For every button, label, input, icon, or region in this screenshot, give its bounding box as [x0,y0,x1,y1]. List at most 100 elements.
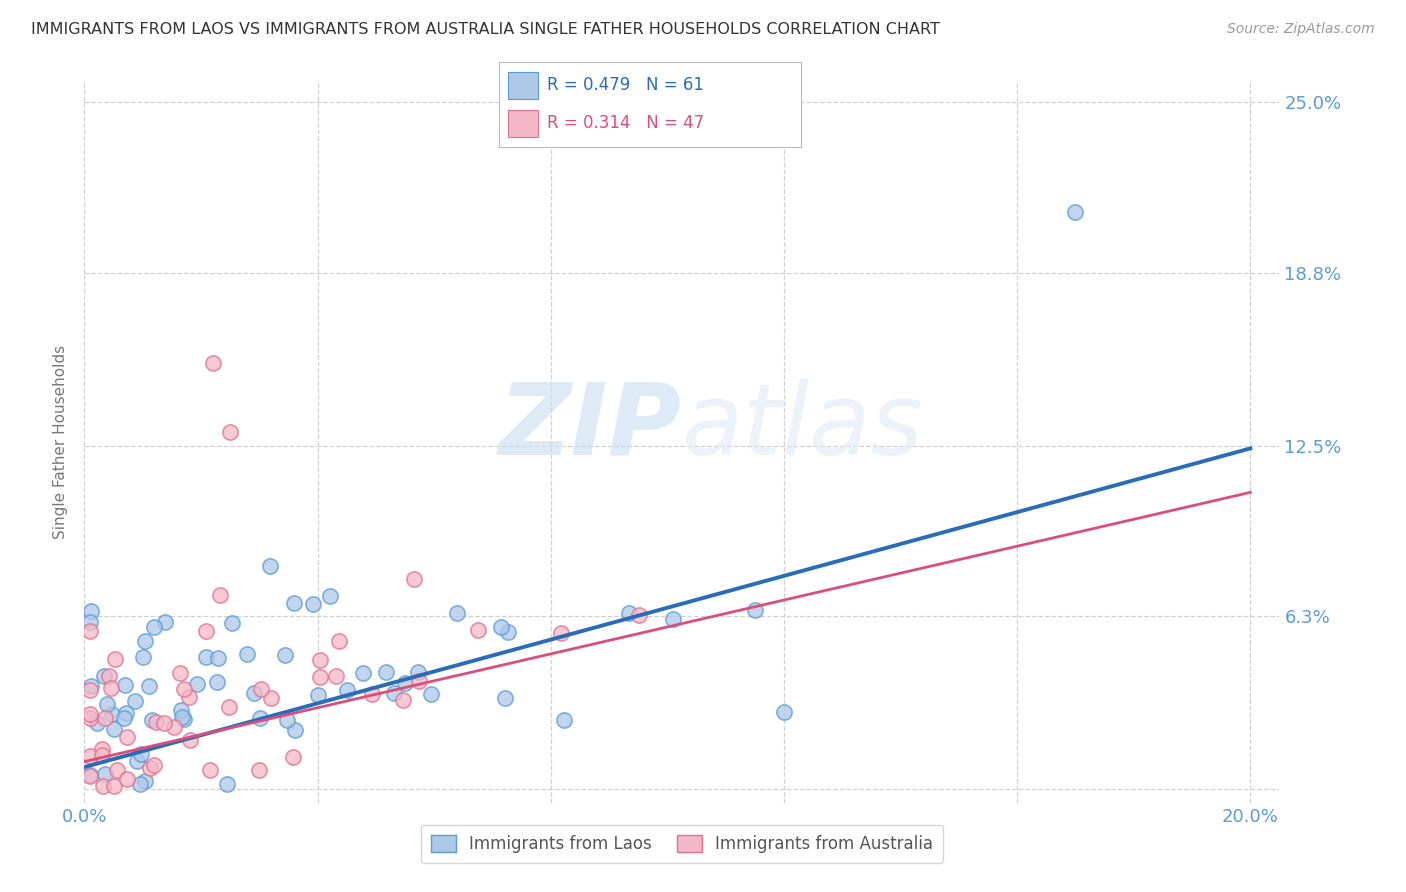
Point [90,747,112,762]
Point [283,723,305,737]
Text: R = 0.314   N = 47: R = 0.314 N = 47 [547,114,704,132]
Point [128,776,150,790]
Point [142,620,165,634]
Point [90,742,112,756]
Point [86,715,108,730]
Point [132,650,155,665]
Point [352,666,374,681]
Point [207,651,229,665]
Point [198,763,221,777]
Text: IMMIGRANTS FROM LAOS VS IMMIGRANTS FROM AUSTRALIA SINGLE FATHER HOUSEHOLDS CORRE: IMMIGRANTS FROM LAOS VS IMMIGRANTS FROM … [31,22,939,37]
Point [94,766,117,780]
Text: ZIP: ZIP [499,378,682,475]
Text: Source: ZipAtlas.com: Source: ZipAtlas.com [1227,22,1375,37]
Point [375,665,398,680]
Point [446,606,468,620]
Point [100,707,122,722]
Point [141,713,163,727]
Point [153,716,176,731]
Point [209,588,232,602]
Point [283,596,305,610]
Point [467,623,489,637]
Point [276,713,298,727]
Point [744,603,766,617]
Point [195,624,218,639]
Point [79,624,101,639]
Point [173,682,195,697]
Point [773,705,796,719]
Point [115,772,138,787]
Point [249,711,271,725]
Point [617,606,640,620]
Point [170,710,193,724]
Point [179,733,201,747]
Point [79,769,101,783]
Point [100,681,122,696]
Point [139,761,162,775]
Text: R = 0.479   N = 61: R = 0.479 N = 61 [547,77,704,95]
Point [281,750,304,764]
Point [489,620,512,634]
Point [302,598,325,612]
Point [138,679,160,693]
Point [173,712,195,726]
Point [243,686,266,700]
Point [79,749,101,764]
Point [553,713,575,727]
Legend: Immigrants from Laos, Immigrants from Australia: Immigrants from Laos, Immigrants from Au… [420,825,943,863]
Point [103,723,125,737]
Text: atlas: atlas [682,378,924,475]
Point [125,755,148,769]
Point [93,669,115,683]
Point [98,669,121,683]
Point [91,780,114,794]
Point [662,612,685,626]
Point [394,675,416,690]
Point [361,687,384,701]
Point [408,674,430,689]
Point [250,682,273,697]
Point [163,720,186,734]
Y-axis label: Single Father Households: Single Father Households [53,344,69,539]
Point [260,691,283,706]
Point [274,648,297,662]
Point [215,776,238,790]
Point [142,758,165,772]
Point [307,688,329,702]
Point [194,649,217,664]
Point [205,674,228,689]
Point [309,670,332,684]
Point [79,768,101,782]
Point [79,707,101,722]
Point [1064,205,1087,219]
Point [495,690,517,705]
Point [236,647,259,661]
Point [79,615,101,630]
Point [420,687,443,701]
Point [115,730,138,744]
Point [134,773,156,788]
Point [145,714,167,729]
Point [219,425,242,439]
Point [170,702,193,716]
Point [96,698,118,712]
Point [103,780,125,794]
Point [79,682,101,697]
Point [129,747,152,761]
Point [218,699,240,714]
Point [392,693,415,707]
Point [201,356,224,370]
Point [406,665,429,679]
Point [309,653,332,667]
Point [186,676,208,690]
Point [177,690,200,705]
Point [221,615,243,630]
Point [259,559,281,574]
Point [319,590,342,604]
Point [124,694,146,708]
Point [105,764,128,778]
Point [382,686,405,700]
Bar [508,110,538,137]
Point [325,668,347,682]
Point [104,652,127,666]
